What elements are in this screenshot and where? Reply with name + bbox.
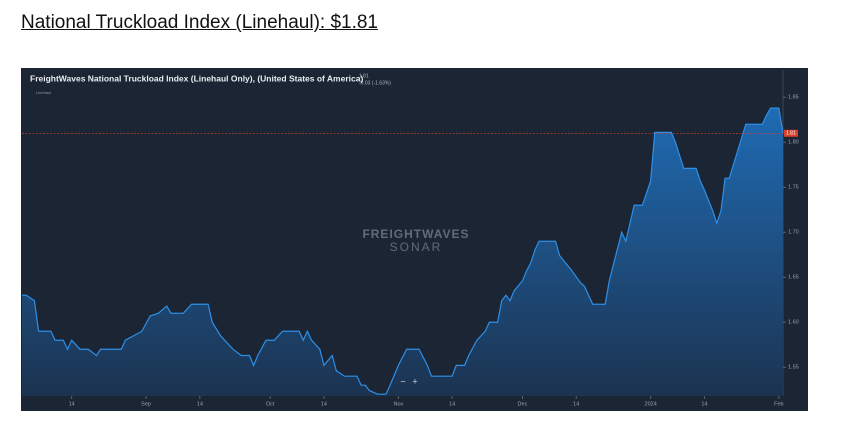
y-tick-label: 1.80 — [788, 140, 799, 146]
page-heading: National Truckload Index (Linehaul): $1.… — [21, 12, 379, 33]
area-fill — [22, 108, 783, 396]
y-tick-label: 1.60 — [788, 320, 799, 326]
x-tick-label: Feb — [774, 401, 783, 407]
current-value-box — [784, 129, 798, 137]
x-tick-label: Dec — [518, 401, 528, 407]
x-tick-label: 14 — [573, 401, 579, 407]
header-change: -0.03 (-1.63%) — [359, 80, 391, 86]
y-tick-label: 1.75 — [788, 185, 799, 191]
zoom-out[interactable]: − — [400, 376, 405, 386]
x-tick-label: Nov — [393, 401, 403, 407]
x-tick-label: 14 — [449, 401, 455, 407]
y-tick-label: 1.85 — [788, 95, 799, 101]
y-tick-label: 1.70 — [788, 230, 799, 236]
y-tick-label: 1.55 — [788, 365, 799, 371]
x-tick-label: 14 — [701, 401, 707, 407]
x-tick-label: 2024 — [645, 401, 657, 407]
current-value-label: 1.81 — [786, 131, 796, 137]
zoom-in[interactable]: + — [412, 376, 417, 386]
watermark: FREIGHTWAVES — [362, 227, 469, 241]
x-tick-label: Oct — [266, 401, 275, 407]
header-current: 1.81 — [359, 73, 369, 79]
watermark: SONAR — [390, 240, 443, 254]
x-tick-label: Sep — [141, 401, 151, 407]
x-tick-label: 14 — [69, 401, 75, 407]
y-tick-label: 1.65 — [788, 275, 799, 281]
line — [22, 107, 784, 395]
x-tick-label: 14 — [197, 401, 203, 407]
chart-title: FreightWaves National Truckload Index (L… — [30, 73, 363, 83]
legend-label: Linehaul — [36, 90, 51, 95]
x-tick-label: 14 — [321, 401, 327, 407]
